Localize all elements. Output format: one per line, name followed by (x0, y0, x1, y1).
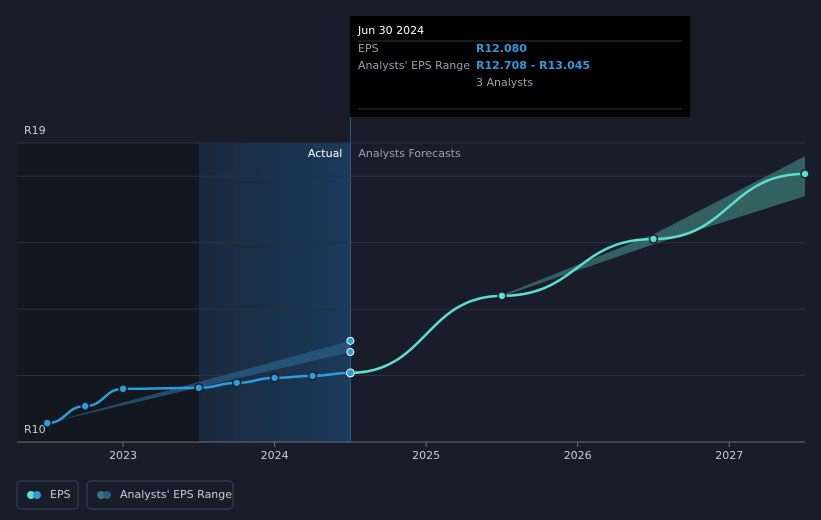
tooltip-value: R12.080 (476, 42, 527, 55)
forecast-range-band (501, 156, 805, 297)
eps-line-point (118, 384, 128, 394)
eps-current-point (345, 368, 355, 378)
eps-line-point (194, 383, 204, 393)
y-tick-label: R19 (24, 124, 46, 137)
legend-swatch (97, 491, 105, 499)
y-tick-label: R10 (24, 423, 46, 436)
tooltip-value: R12.708 - R13.045 (476, 59, 590, 72)
x-tick-label: 2026 (564, 449, 592, 462)
legend-item[interactable] (86, 480, 234, 510)
eps-line-point (307, 371, 318, 381)
forecast-line-point (648, 234, 659, 244)
eps-line (47, 371, 351, 425)
range-point (346, 348, 355, 357)
eps-line-point (80, 401, 90, 411)
legend-swatch (33, 491, 41, 499)
range-point (346, 336, 355, 345)
eps-range-band (47, 340, 351, 424)
eps-line-point (231, 378, 242, 388)
legend-label: Analysts' EPS Range (120, 488, 232, 501)
x-tick-label: 2023 (109, 449, 137, 462)
legend-swatch (103, 491, 111, 499)
forecast-line (350, 172, 806, 375)
divider-label: Analysts Forecasts (358, 147, 461, 160)
past-region (17, 143, 199, 442)
legend-label: EPS (50, 488, 71, 501)
legend-item[interactable] (16, 480, 79, 510)
x-tick-label: 2027 (715, 449, 743, 462)
legend-swatch (27, 491, 35, 499)
divider-label: Actual (308, 147, 342, 160)
forecast-line-point (800, 169, 810, 179)
x-tick-label: 2025 (412, 449, 440, 462)
highlight-region (198, 143, 351, 442)
tooltip-value: 3 Analysts (476, 76, 533, 89)
tooltip-date: Jun 30 2024 (357, 24, 424, 37)
forecast-line-point (497, 291, 507, 301)
tooltip-label: Analysts' EPS Range (358, 59, 470, 72)
tooltip-label: EPS (358, 42, 379, 55)
eps-line-point (42, 418, 53, 428)
eps-line-point (269, 373, 280, 383)
tooltip-box (350, 16, 690, 117)
x-tick-label: 2024 (261, 449, 289, 462)
